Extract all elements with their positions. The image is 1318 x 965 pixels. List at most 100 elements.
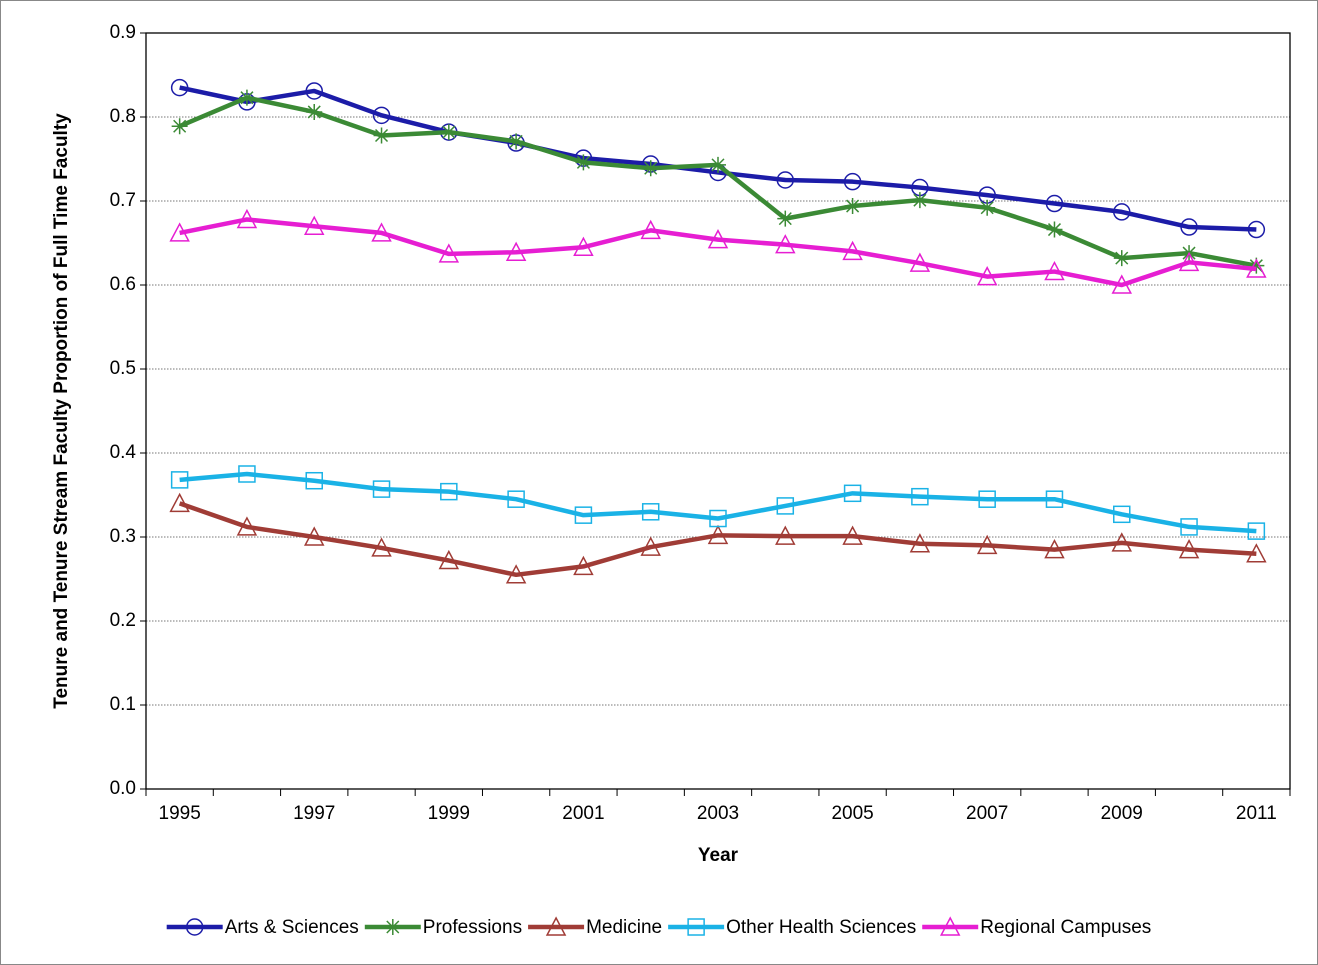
x-axis-label: Year — [698, 845, 739, 866]
data-point — [303, 215, 325, 235]
y-tick-label: 0.9 — [110, 22, 136, 43]
data-point — [1044, 538, 1065, 559]
x-tick-label: 2007 — [966, 803, 1008, 824]
data-point — [1178, 538, 1200, 559]
data-point — [1248, 257, 1265, 274]
data-point — [236, 516, 258, 536]
data-point — [707, 229, 729, 249]
data-point — [373, 127, 390, 144]
data-point — [305, 471, 323, 490]
y-axis-label: Tenure and Tenure Stream Faculty Proport… — [51, 113, 72, 709]
y-tick-label: 0.0 — [110, 778, 136, 799]
data-point — [1113, 203, 1131, 221]
data-point — [372, 106, 391, 125]
data-point — [1111, 274, 1133, 294]
legend-label: Other Health Sciences — [726, 917, 916, 938]
data-point — [438, 549, 460, 570]
y-tick-label: 0.2 — [110, 610, 136, 631]
data-point — [976, 265, 998, 286]
data-point — [776, 497, 795, 515]
data-point — [573, 236, 594, 256]
data-point — [844, 198, 861, 215]
data-point — [238, 465, 256, 483]
data-point — [642, 160, 659, 177]
data-point — [170, 471, 189, 489]
data-point — [775, 525, 796, 545]
data-point — [775, 234, 796, 254]
data-point — [710, 156, 726, 173]
data-point — [1045, 194, 1064, 213]
data-point — [707, 524, 729, 545]
x-tick-label: 2009 — [1101, 803, 1143, 824]
legend-label: Arts & Sciences — [225, 917, 359, 938]
legend-item: Professions — [364, 917, 522, 938]
data-point — [372, 480, 391, 498]
y-tick-label: 0.3 — [110, 526, 136, 547]
data-point — [1178, 251, 1200, 272]
data-point — [1111, 532, 1133, 552]
data-point — [236, 208, 258, 229]
data-point — [169, 492, 190, 513]
data-point — [371, 222, 392, 242]
data-point — [641, 503, 660, 521]
data-point — [1044, 260, 1065, 281]
data-point — [1246, 258, 1267, 278]
legend-marker — [384, 919, 401, 935]
legend-marker — [545, 916, 567, 936]
data-point — [911, 192, 928, 209]
data-point — [575, 154, 592, 171]
data-point — [171, 118, 188, 135]
y-tick-label: 0.5 — [110, 358, 136, 379]
data-point — [1247, 220, 1266, 239]
x-tick-label: 2003 — [697, 803, 739, 824]
data-point — [169, 222, 190, 242]
data-point — [508, 133, 525, 150]
data-point — [507, 490, 525, 508]
data-point — [911, 487, 929, 506]
legend-item: Medicine — [528, 916, 662, 938]
plot-frame — [145, 32, 1291, 790]
x-tick-label: 2001 — [562, 803, 604, 824]
data-point — [640, 219, 661, 240]
data-point — [978, 490, 996, 508]
series-line — [179, 217, 1257, 288]
data-point — [976, 534, 998, 555]
data-point — [1180, 518, 1198, 536]
data-point — [1046, 221, 1063, 238]
x-tick-label: 2005 — [831, 803, 873, 824]
data-point — [505, 564, 527, 584]
data-point — [303, 526, 325, 546]
data-point — [842, 240, 863, 261]
data-point — [574, 506, 593, 524]
series-line — [179, 471, 1257, 534]
y-tick-label: 0.7 — [110, 190, 136, 211]
data-point — [843, 172, 862, 191]
data-point — [1113, 250, 1130, 267]
data-point — [371, 537, 392, 557]
data-point — [909, 252, 931, 272]
data-point — [238, 89, 255, 106]
x-tick-label: 2011 — [1236, 803, 1277, 824]
y-tick-label: 0.1 — [110, 694, 136, 715]
legend-label: Regional Campuses — [980, 917, 1151, 938]
data-point — [979, 199, 996, 216]
data-point — [909, 533, 931, 553]
data-point — [505, 241, 527, 261]
data-point — [170, 78, 189, 97]
data-point — [1045, 490, 1064, 508]
data-point — [1246, 543, 1267, 563]
data-point — [306, 103, 323, 120]
data-point — [843, 484, 862, 503]
legend-item: Arts & Sciences — [166, 917, 359, 938]
data-point — [777, 210, 794, 227]
data-point — [1180, 218, 1198, 236]
x-tick-label: 1995 — [159, 803, 201, 824]
data-point — [1113, 505, 1131, 524]
legend-marker — [185, 918, 204, 936]
legend-item: Other Health Sciences — [668, 917, 916, 938]
legend: Arts & Sciences Professions Medicine Other … — [166, 916, 1151, 938]
data-point — [440, 482, 458, 501]
data-point — [776, 171, 795, 189]
